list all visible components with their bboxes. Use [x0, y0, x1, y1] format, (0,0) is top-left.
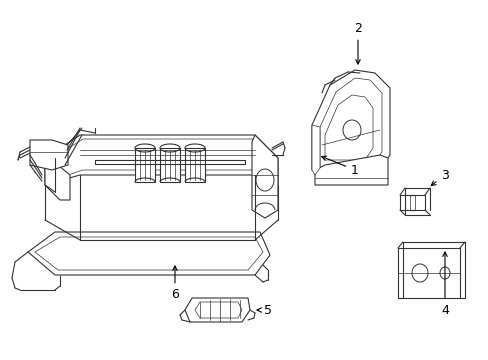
Polygon shape: [397, 248, 459, 298]
Polygon shape: [160, 148, 180, 182]
Text: 2: 2: [353, 22, 361, 64]
Text: 3: 3: [430, 168, 448, 185]
Text: 4: 4: [440, 252, 448, 316]
Text: 5: 5: [257, 303, 271, 316]
Text: 6: 6: [171, 266, 179, 302]
Polygon shape: [314, 155, 387, 185]
Polygon shape: [45, 135, 278, 185]
Polygon shape: [251, 135, 278, 218]
Polygon shape: [184, 298, 249, 322]
Polygon shape: [399, 195, 424, 210]
Text: 1: 1: [321, 156, 358, 176]
Polygon shape: [311, 70, 389, 180]
Polygon shape: [45, 158, 70, 200]
Polygon shape: [135, 148, 155, 182]
Polygon shape: [311, 125, 319, 175]
Polygon shape: [28, 232, 269, 275]
Polygon shape: [184, 148, 204, 182]
Polygon shape: [30, 140, 68, 170]
